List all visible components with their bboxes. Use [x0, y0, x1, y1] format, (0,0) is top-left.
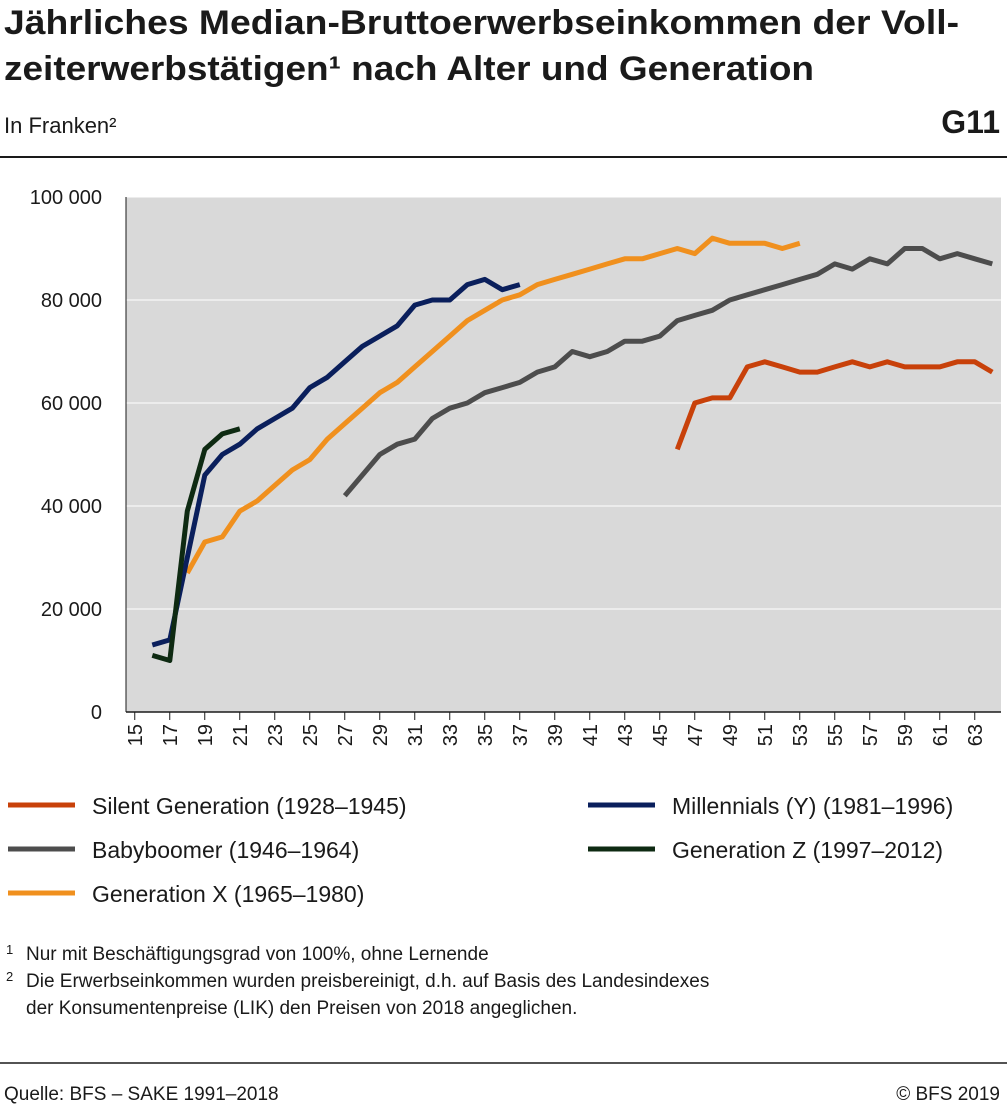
x-tick-label: 27 [335, 724, 357, 746]
x-tick-label: 15 [125, 724, 147, 746]
x-tick-label: 61 [930, 724, 952, 746]
x-tick-label: 21 [230, 724, 252, 746]
footnote-mark: 2 [6, 969, 13, 984]
source: Quelle: BFS – SAKE 1991–2018 [4, 1084, 279, 1105]
y-tick-label: 40 000 [41, 496, 102, 518]
x-tick-label: 35 [475, 724, 497, 746]
legend-label: Babyboomer (1946–1964) [92, 837, 359, 863]
x-tick-label: 31 [405, 724, 427, 746]
y-tick-label: 100 000 [30, 187, 102, 209]
x-tick-label: 49 [720, 724, 742, 746]
y-tick-label: 60 000 [41, 393, 102, 415]
series-line [342, 246, 993, 498]
x-tick-label: 47 [685, 724, 707, 746]
footnote-text: Die Erwerbseinkommen wurden preisbereini… [26, 971, 709, 992]
legend-label: Generation X (1965–1980) [92, 881, 364, 907]
series-line [674, 359, 994, 451]
x-tick-label: 19 [195, 724, 217, 746]
chart-title: zeiterwerbstätigen¹ nach Alter und Gener… [4, 50, 814, 88]
series-line [151, 276, 521, 648]
x-tick-label: 41 [580, 724, 602, 746]
chart-title: Jährliches Median-Bruttoerwerbseinkommen… [4, 4, 959, 42]
x-tick-label: 63 [965, 724, 987, 746]
x-tick-label: 43 [615, 724, 637, 746]
series-line [151, 426, 241, 663]
x-tick-label: 25 [300, 724, 322, 746]
x-tick-label: 33 [440, 724, 462, 746]
x-tick-label: 51 [755, 724, 777, 746]
x-tick-label: 39 [545, 724, 567, 746]
x-tick-label: 37 [510, 724, 532, 746]
y-tick-label: 80 000 [41, 290, 102, 312]
x-tick-label: 29 [370, 724, 392, 746]
plot-area [126, 197, 1001, 712]
x-tick-label: 55 [825, 724, 847, 746]
x-tick-label: 23 [265, 724, 287, 746]
legend-label: Generation Z (1997–2012) [672, 837, 943, 863]
x-tick-label: 59 [895, 724, 917, 746]
x-tick-label: 53 [790, 724, 812, 746]
y-tick-label: 20 000 [41, 599, 102, 621]
legend-label: Silent Generation (1928–1945) [92, 793, 407, 819]
y-tick-label: 0 [91, 702, 102, 724]
legend-label: Millennials (Y) (1981–1996) [672, 793, 953, 819]
footnote-mark: 1 [6, 942, 13, 957]
series-line [185, 235, 801, 575]
footnote-text: der Konsumentenpreise (LIK) den Preisen … [26, 998, 577, 1019]
subtitle: In Franken² [4, 113, 117, 138]
copyright: © BFS 2019 [896, 1084, 1000, 1105]
footnote-text: Nur mit Beschäftigungsgrad von 100%, ohn… [26, 944, 489, 965]
x-tick-label: 17 [160, 724, 182, 746]
graphic-id: G11 [941, 104, 1000, 140]
x-tick-label: 57 [860, 724, 882, 746]
x-tick-label: 45 [650, 724, 672, 746]
